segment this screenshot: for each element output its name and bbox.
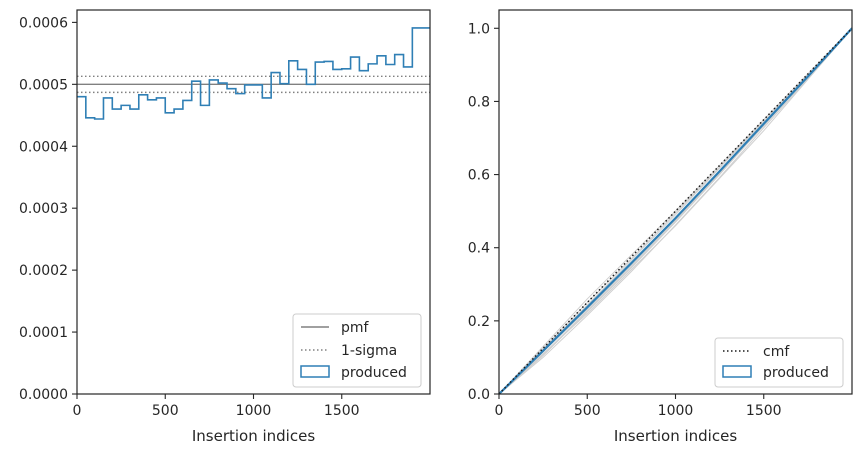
left-chart-panel: 0 500 1000 1500 0.00000.00010.00020.00030.0… (19, 9, 431, 445)
left-plot-area (77, 27, 430, 120)
left-x-axis-label: Insertion indices (192, 427, 315, 445)
legend-produced-label-right: produced (763, 365, 829, 381)
right-y-tick-label: 0.2 (468, 314, 490, 330)
legend-produced-swatch-right (722, 365, 752, 378)
right-x-tick-label: 1000 (658, 403, 694, 419)
right-x-tick-label: 500 (574, 403, 601, 419)
right-chart-panel: 0 500 1000 1500 0.0 0.2 0.4 0.6 0.8 1.0 Insertio… (468, 9, 853, 445)
right-y-tick-label: 1.0 (468, 21, 490, 37)
legend-pmf-label: pmf (341, 320, 370, 336)
right-legend: cmf produced (714, 337, 844, 388)
legend-produced-swatch-left (300, 365, 330, 378)
right-x-axis-label: Insertion indices (614, 427, 737, 445)
right-x-tick-label: 0 (495, 403, 504, 419)
left-y-tick-label: 0.0000 (19, 387, 68, 403)
simulated-cdf-curve (498, 27, 853, 395)
left-y-tick-label: 0.0002 (19, 263, 68, 279)
legend-produced-label-left: produced (341, 365, 407, 381)
left-x-tick-label: 0 (73, 403, 82, 419)
simulated-cdf-curve (498, 27, 853, 395)
left-y-ticks: 0.0000 0.0001 0.0002 0.0003 0.0004 0.0005 0.00… (19, 15, 77, 403)
left-y-tick-label: 0.0005 (19, 77, 68, 93)
left-x-ticks: 0 500 1000 1500 (73, 394, 360, 419)
right-x-tick-label: 1500 (746, 403, 782, 419)
right-y-tick-label: 0.6 (468, 168, 490, 184)
produced-histogram (77, 27, 430, 120)
left-y-tick-label: 0.0003 (19, 201, 68, 217)
right-x-ticks: 0 500 1000 1500 (495, 394, 782, 419)
right-y-tick-label: 0.4 (468, 241, 490, 257)
left-x-tick-label: 1000 (236, 403, 272, 419)
left-y-tick-label: 0.0001 (19, 325, 68, 341)
left-y-tick-label: 0.0004 (19, 139, 68, 155)
simulated-cdf-curve (498, 27, 853, 395)
produced-cdf-line (498, 27, 853, 395)
left-legend: pmf 1-sigma produced (292, 313, 422, 388)
legend-cmf-label: cmf (763, 344, 790, 360)
right-y-tick-label: 0.8 (468, 94, 490, 110)
right-plot-area (498, 27, 853, 395)
left-x-tick-label: 500 (152, 403, 179, 419)
left-legend-box (292, 313, 422, 388)
cmf-line (498, 27, 853, 395)
legend-sigma-label: 1-sigma (341, 343, 397, 359)
left-y-tick-label: 0.0006 (19, 15, 68, 31)
right-y-tick-label: 0.0 (468, 387, 490, 403)
left-x-tick-label: 1500 (324, 403, 360, 419)
right-y-ticks: 0.0 0.2 0.4 0.6 0.8 1.0 (468, 21, 499, 403)
